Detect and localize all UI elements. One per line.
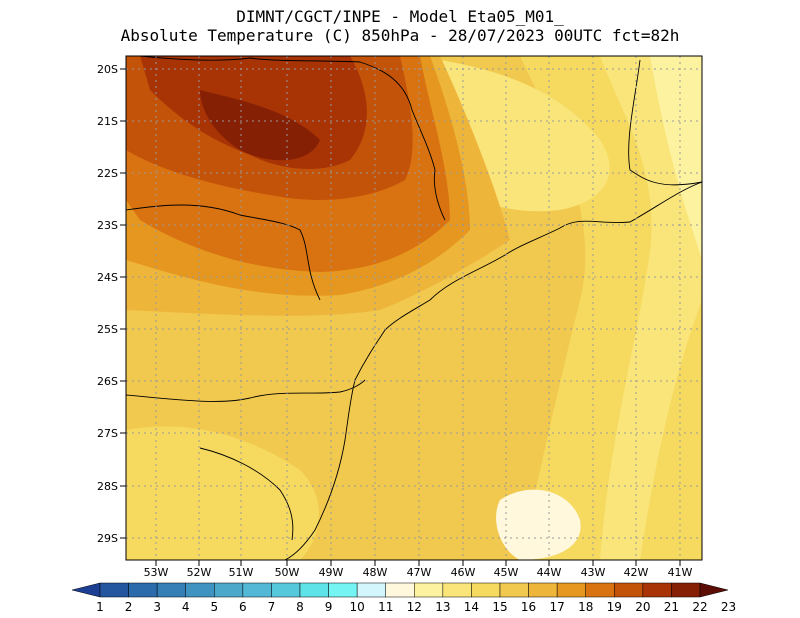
lon-label: 41W xyxy=(668,566,693,579)
lon-label: 51W xyxy=(229,566,254,579)
border-sc xyxy=(126,379,366,402)
lon-label: 44W xyxy=(537,566,562,579)
colorbar-swatch xyxy=(271,582,301,598)
colorbar-swatch xyxy=(99,582,129,598)
map-frame xyxy=(125,55,703,561)
colorbar-label: 16 xyxy=(521,600,536,614)
tick-marks xyxy=(120,68,681,566)
field-band-22 xyxy=(200,90,320,161)
colorbar-swatch xyxy=(385,582,415,598)
field-ocean-east-3 xyxy=(650,56,702,260)
lat-label: 26S xyxy=(97,375,118,388)
colorbar-swatch xyxy=(242,582,272,598)
colorbar-label: 9 xyxy=(325,600,333,614)
title-line-2: Absolute Temperature (C) 850hPa - 28/07/… xyxy=(120,26,680,45)
field-pale-south xyxy=(496,489,581,560)
coastline-borders xyxy=(126,56,702,560)
longitude-labels: 53W 52W 51W 50W 49W 48W 47W 46W 45W 44W … xyxy=(144,566,693,579)
lon-label: 43W xyxy=(581,566,606,579)
colorbar-swatch xyxy=(642,582,672,598)
lon-label: 53W xyxy=(144,566,169,579)
lat-label: 22S xyxy=(97,167,118,180)
colorbar-swatch xyxy=(585,582,615,598)
colorbar-swatch xyxy=(671,582,701,598)
field-southwest xyxy=(126,426,319,560)
colorbar-swatch xyxy=(156,582,186,598)
lon-label: 49W xyxy=(319,566,344,579)
colorbar-label: 17 xyxy=(550,600,565,614)
lon-label: 45W xyxy=(494,566,519,579)
colorbar-swatch xyxy=(528,582,558,598)
colorbar-label: 6 xyxy=(239,600,247,614)
colorbar-label: 1 xyxy=(96,600,104,614)
lat-label: 25S xyxy=(97,323,118,336)
colorbar-label: 10 xyxy=(350,600,365,614)
colorbar-label: 12 xyxy=(407,600,422,614)
colorbar-swatch xyxy=(299,582,329,598)
lon-label: 48W xyxy=(363,566,388,579)
lat-label: 21S xyxy=(97,115,118,128)
colorbar: 1 2 3 4 5 6 7 8 9 10 11 12 13 14 15 16 17 18 19 20 21 22 23 xyxy=(71,582,736,614)
border-north xyxy=(139,56,446,221)
colorbar-swatch xyxy=(556,582,586,598)
colorbar-label: 2 xyxy=(125,600,133,614)
field-ocean-east-2 xyxy=(600,56,702,560)
colorbar-swatch xyxy=(414,582,444,598)
colorbar-label: 7 xyxy=(268,600,276,614)
colorbar-swatch xyxy=(356,582,386,598)
colorbar-label: 14 xyxy=(464,600,479,614)
colorbar-label: 3 xyxy=(153,600,161,614)
graticule xyxy=(126,56,702,560)
lon-label: 42W xyxy=(624,566,649,579)
colorbar-label: 20 xyxy=(635,600,650,614)
colorbar-label: 15 xyxy=(492,600,507,614)
colorbar-label: 8 xyxy=(296,600,304,614)
lat-label: 27S xyxy=(97,427,118,440)
lat-label: 28S xyxy=(97,480,118,493)
temperature-field xyxy=(126,56,702,560)
title-line-1: DIMNT/CGCT/INPE - Model Eta05_M01_ xyxy=(236,7,564,26)
lat-label: 29S xyxy=(97,532,118,545)
colorbar-swatch xyxy=(128,582,158,598)
lon-label: 50W xyxy=(275,566,300,579)
colorbar-swatch xyxy=(442,582,472,598)
colorbar-label: 23 xyxy=(721,600,736,614)
colorbar-arrow-left xyxy=(71,582,101,598)
latitude-labels: 20S 21S 22S 23S 24S 25S 26S 27S 28S 29S xyxy=(97,63,118,545)
colorbar-swatch xyxy=(499,582,529,598)
coastline xyxy=(284,181,702,560)
lat-label: 23S xyxy=(97,219,118,232)
lon-label: 52W xyxy=(187,566,212,579)
colorbar-label: 13 xyxy=(435,600,450,614)
colorbar-swatch xyxy=(614,582,644,598)
border-parana xyxy=(126,204,321,301)
colorbar-arrow-right xyxy=(699,582,729,598)
colorbar-label: 21 xyxy=(664,600,679,614)
border-mg-rj xyxy=(628,59,702,186)
colorbar-label: 5 xyxy=(210,600,218,614)
lat-label: 24S xyxy=(97,271,118,284)
colorbar-swatch xyxy=(214,582,244,598)
lat-label: 20S xyxy=(97,63,118,76)
colorbar-label: 11 xyxy=(378,600,393,614)
colorbar-label: 4 xyxy=(182,600,190,614)
border-rs xyxy=(199,447,294,541)
lon-label: 47W xyxy=(407,566,432,579)
colorbar-label: 18 xyxy=(578,600,593,614)
colorbar-label: 19 xyxy=(607,600,622,614)
colorbar-swatch xyxy=(328,582,358,598)
colorbar-swatch xyxy=(471,582,501,598)
lon-label: 46W xyxy=(451,566,476,579)
colorbar-label: 22 xyxy=(692,600,707,614)
colorbar-swatch xyxy=(185,582,215,598)
